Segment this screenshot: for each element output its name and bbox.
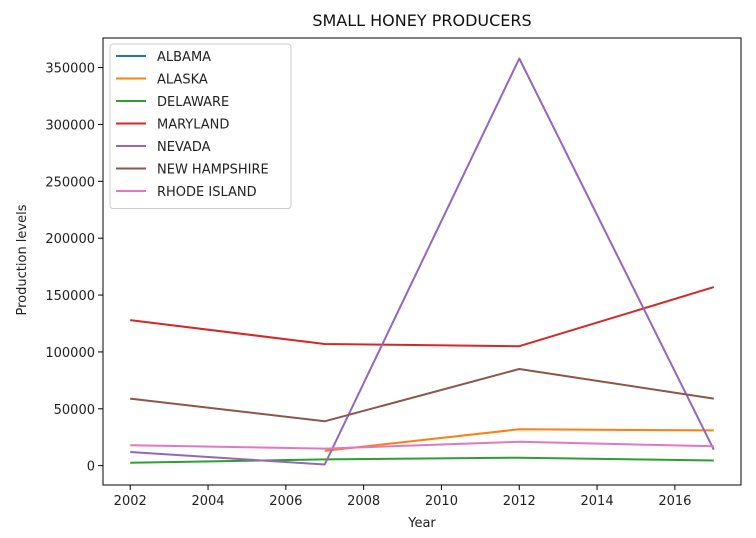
y-tick-label: 0	[87, 460, 95, 475]
legend-label: RHODE ISLAND	[157, 185, 257, 200]
legend-box	[109, 43, 292, 209]
x-tick-label: 2004	[191, 494, 224, 509]
series-line-new-hampshire	[130, 368, 714, 423]
legend-label: DELAWARE	[157, 95, 229, 110]
x-tick-label: 2006	[269, 494, 302, 509]
series-line-alaska	[324, 428, 714, 452]
x-tick-label: 2002	[114, 494, 147, 509]
chart-title: SMALL HONEY PRODUCERS	[312, 11, 531, 30]
y-tick-label: 200000	[45, 232, 95, 247]
x-tick-label: 2016	[658, 494, 691, 509]
plot-frame	[102, 37, 742, 486]
series-line-rhode-island	[130, 440, 714, 450]
x-axis: 2002 2004 2006 2008 2010 2012 2014 2016	[114, 485, 691, 509]
y-axis-title: Production levels	[15, 204, 30, 315]
y-tick-label: 350000	[45, 62, 95, 77]
x-tick-label: 2014	[581, 494, 614, 509]
series-line-nevada	[130, 57, 715, 466]
y-tick-label: 50000	[54, 403, 95, 418]
legend-label: NEVADA	[157, 140, 211, 155]
legend-label: MARYLAND	[157, 118, 229, 133]
legend: ALBAMA ALASKA DELAWARE MARYLAND NEVADA NEW HA…	[109, 43, 292, 209]
x-tick-label: 2008	[347, 494, 380, 509]
y-tick-label: 250000	[45, 175, 95, 190]
x-tick-label: 2010	[425, 494, 458, 509]
plot-area	[102, 37, 742, 486]
x-axis-title: Year	[407, 516, 436, 531]
y-tick-label: 300000	[45, 118, 95, 133]
x-tick-label: 2012	[503, 494, 536, 509]
y-tick-label: 150000	[45, 289, 95, 304]
y-axis: 0 50000 100000 150000 200000 250000 300000 3500…	[45, 62, 103, 475]
series-line-delaware	[130, 456, 714, 464]
legend-label: NEW HAMPSHIRE	[157, 163, 269, 178]
y-tick-label: 100000	[45, 346, 95, 361]
series-lines	[130, 57, 715, 466]
legend-label: ALASKA	[157, 73, 208, 88]
legend-label: ALBAMA	[157, 50, 211, 65]
series-line-maryland	[130, 286, 715, 348]
